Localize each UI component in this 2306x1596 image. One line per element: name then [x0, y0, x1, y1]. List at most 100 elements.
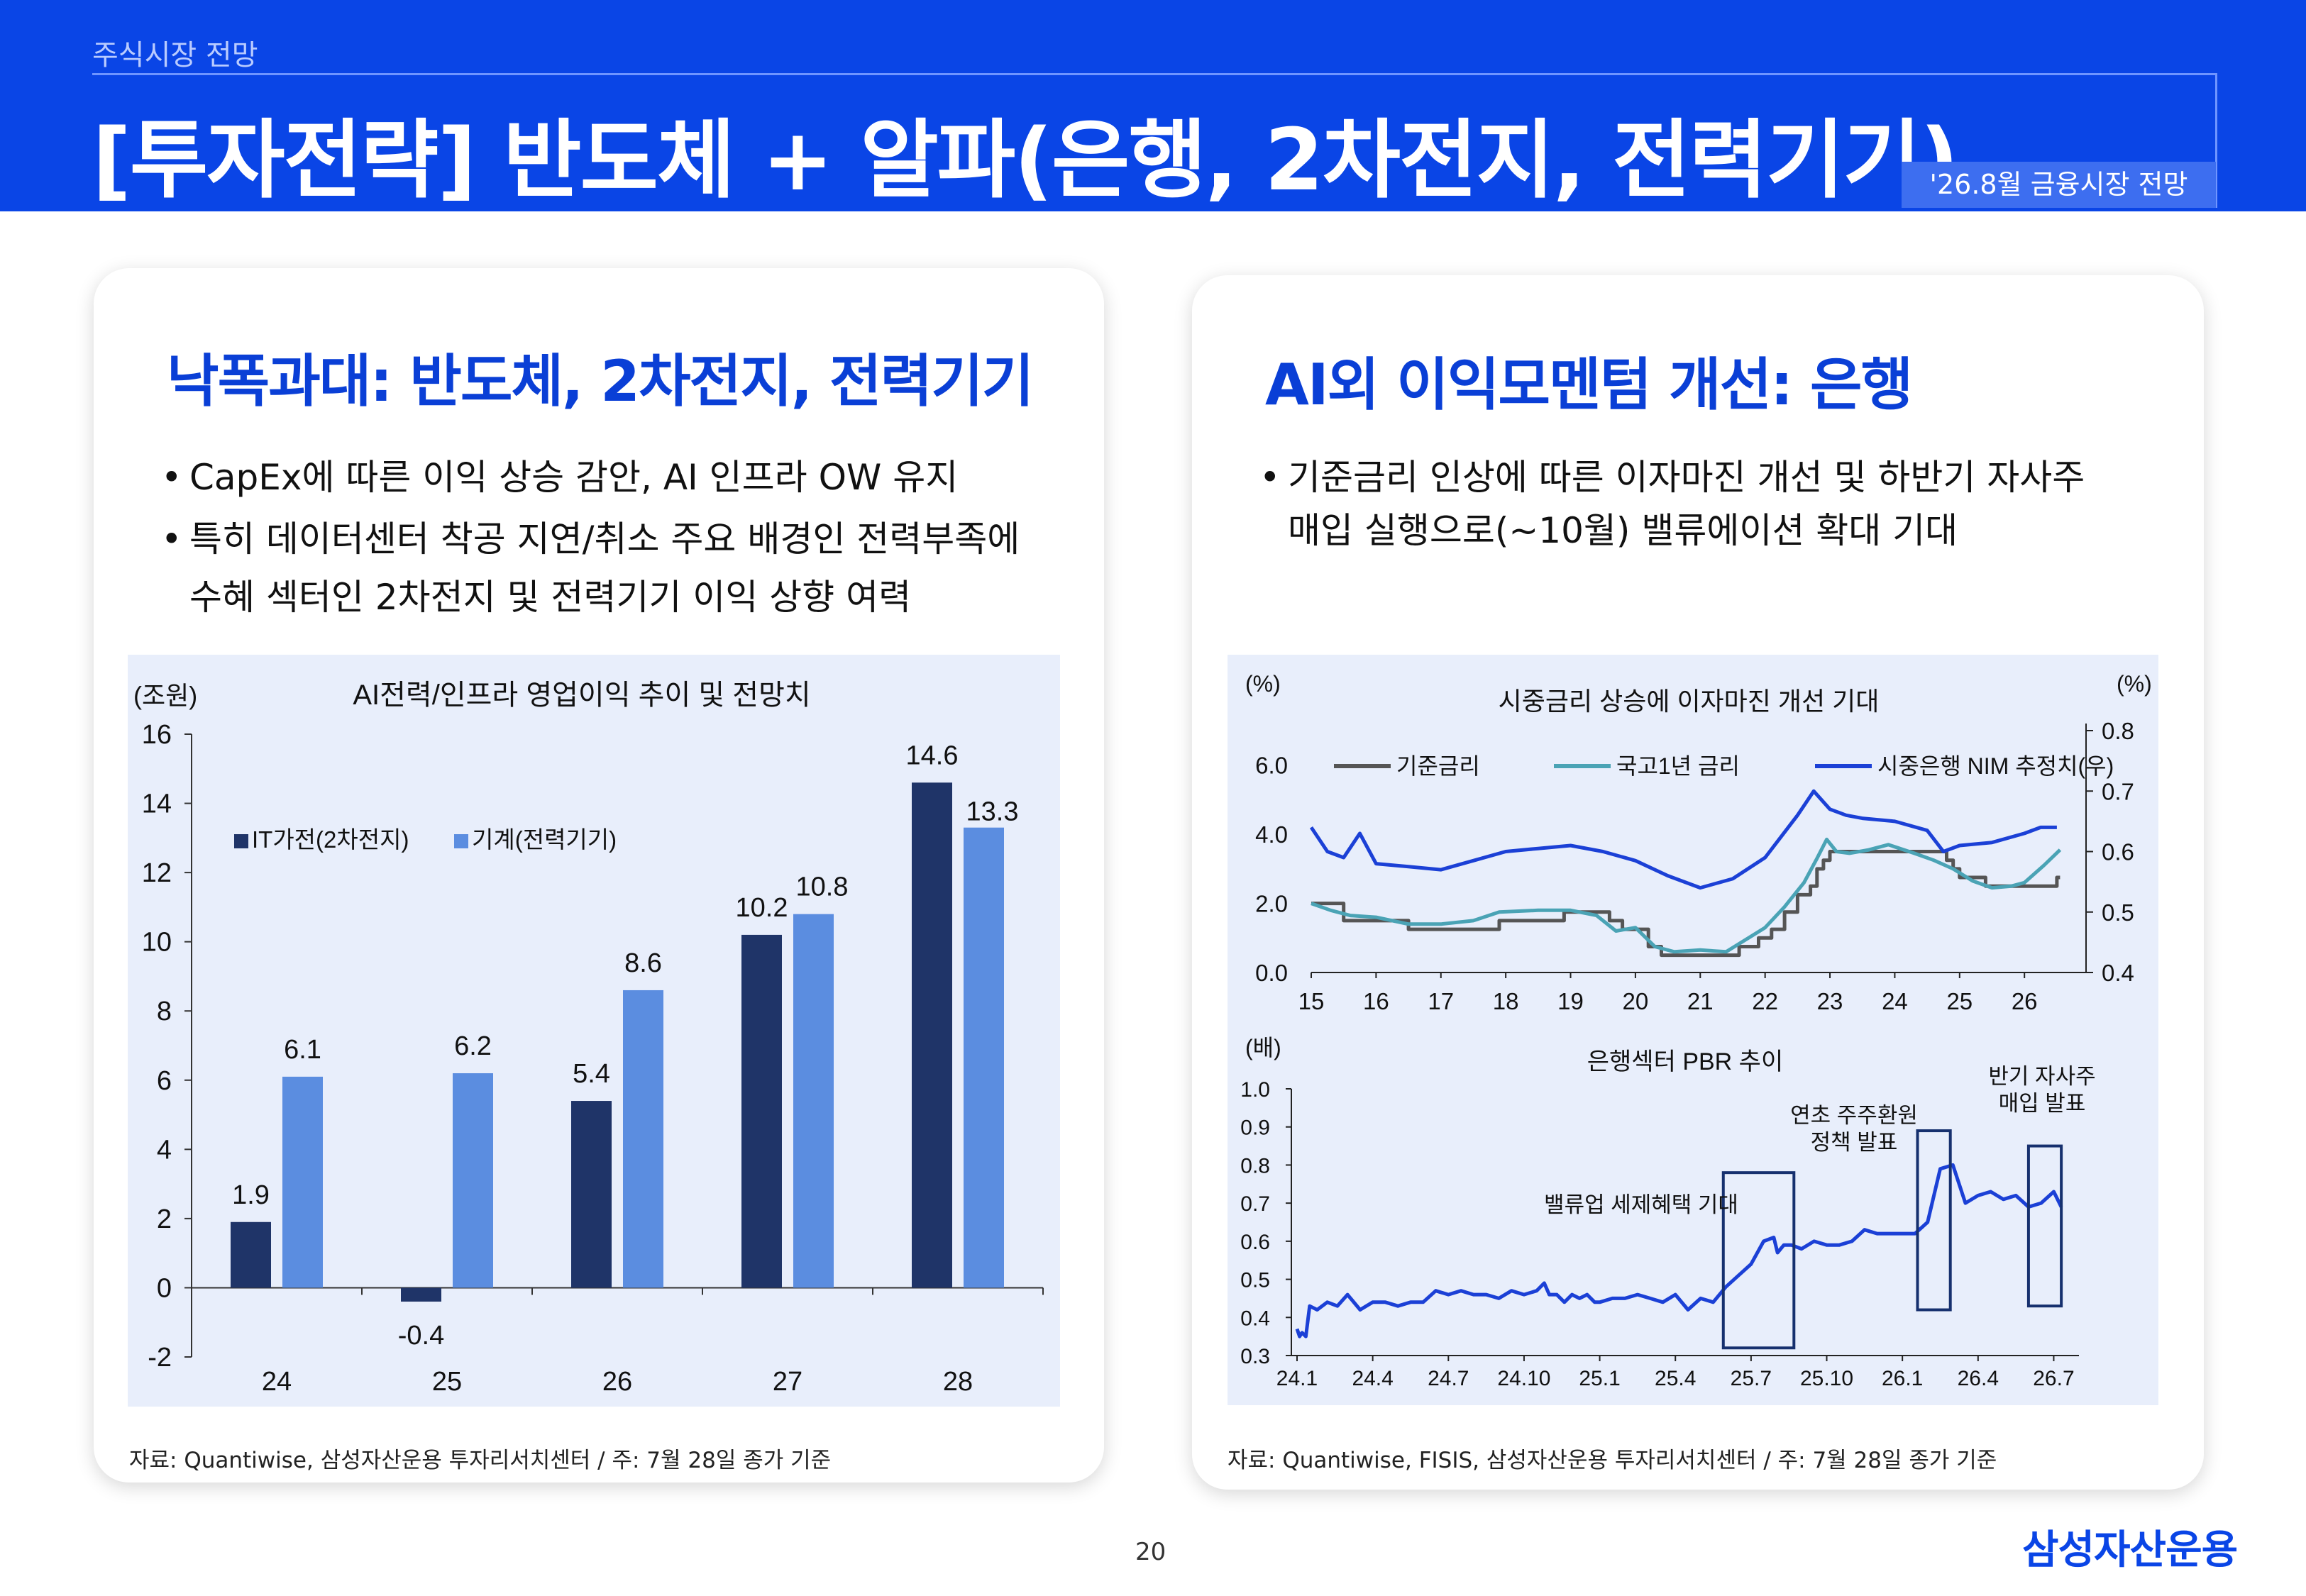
left-y-tick-label: 4.0 [1255, 821, 1288, 848]
x-tick-label: 26 [2012, 988, 2038, 1014]
series-line-base-rate [1311, 850, 2060, 958]
legend-swatch [234, 834, 248, 848]
bank-rate-and-pbr-charts: (%) (%) 시중금리 상승에 이자마진 개선 기대 0.0 2.0 4.0 6.0 0.4… [1240, 671, 2152, 1390]
x-tick-label: 18 [1493, 988, 1519, 1014]
y-tick-label: 2 [157, 1204, 172, 1234]
bullet-dot: • [161, 457, 182, 498]
x-tick-label: 26.7 [2033, 1367, 2074, 1390]
data-label: 8.6 [624, 948, 662, 978]
right-y-tick-label: 0.6 [2102, 839, 2134, 865]
data-label: 10.2 [736, 893, 788, 923]
annotation-box-3 [2026, 1144, 2063, 1308]
bullet-dot: • [161, 519, 182, 560]
data-label: 6.1 [284, 1035, 321, 1065]
y-tick-label: 6 [157, 1066, 172, 1096]
chart-title: 시중금리 상승에 이자마진 개선 기대 [1499, 687, 1880, 716]
right-bullet-1-text: 기준금리 인상에 따른 이자마진 개선 및 하반기 자사주 [1288, 457, 2085, 498]
y-tick-label: 1.0 [1240, 1078, 1270, 1102]
right-bullet-1-cont-text: 매입 실행으로(~10월) 밸류에이션 확대 기대 [1288, 510, 1958, 551]
legend-swatch [454, 834, 468, 848]
operating-profit-bar-chart: (조원) AI전력/인프라 영업이익 추이 및 전망치-2024681012141… [133, 680, 1044, 1397]
data-label: 10.8 [796, 872, 849, 902]
x-tick-label: 24.1 [1276, 1367, 1318, 1390]
bar-it-appliance-27 [741, 934, 782, 1288]
right-y-tick-label: 0.7 [2102, 778, 2134, 804]
x-tick-label: 26 [602, 1367, 632, 1397]
bank-charts-box: (%) (%) 시중금리 상승에 이자마진 개선 기대 0.0 2.0 4.0 6.0 0.4… [1228, 655, 2158, 1405]
date-badge: '26.8월 금융시장 전망 [1902, 162, 2216, 208]
x-tick-label: 15 [1298, 988, 1325, 1014]
legend-label: 국고1년 금리 [1616, 753, 1740, 779]
left-bullet-1-text: CapEx에 따른 이익 상승 감안, AI 인프라 OW 유지 [189, 457, 959, 498]
x-tick-label: 25.4 [1655, 1367, 1696, 1390]
x-tick-label: 23 [1817, 988, 1843, 1014]
x-tick-label: 24.10 [1497, 1367, 1550, 1390]
y-tick-label: 8 [157, 997, 172, 1026]
y-axis-unit: (조원) [133, 681, 197, 710]
chart-title: 은행섹터 PBR 추이 [1587, 1048, 1783, 1075]
left-bullet-1: • CapEx에 따른 이익 상승 감안, AI 인프라 OW 유지 [161, 448, 958, 507]
annotation-line: 반기 자사주 [1988, 1064, 2095, 1089]
data-label: 13.3 [966, 797, 1019, 827]
bar-machinery-26 [623, 990, 663, 1288]
bar-machinery-25 [453, 1073, 493, 1288]
y-tick-label: 16 [142, 720, 172, 750]
y-tick-label: 0 [157, 1273, 172, 1303]
x-tick-label: 25.10 [1800, 1367, 1853, 1390]
brand-logo-text: 삼성자산운용 [2022, 1527, 2238, 1573]
x-tick-label: 25 [432, 1367, 462, 1397]
data-label: -0.4 [398, 1321, 444, 1351]
annotation-line: 연초 주주환원 [1790, 1103, 1918, 1128]
left-bullet-2-cont-text: 수혜 섹터인 2차전지 및 전력기기 이익 상향 여력 [189, 577, 912, 618]
x-tick-label: 19 [1557, 988, 1584, 1014]
right-bullet-1-continued: 매입 실행으로(~10월) 밸류에이션 확대 기대 [1259, 501, 1958, 560]
x-tick-label: 27 [773, 1367, 802, 1397]
bar-it-appliance-24 [231, 1221, 271, 1288]
annotation-shareholder-return: 연초 주주환원 정책 발표 [1790, 1103, 1918, 1155]
annotation-box-2 [1916, 1129, 1952, 1312]
right-axis-unit: (%) [2117, 671, 2152, 697]
x-tick-label: 17 [1428, 988, 1454, 1014]
annotation-buyback: 반기 자사주 매입 발표 [1988, 1064, 2095, 1116]
annotation-box-1 [1721, 1171, 1796, 1350]
y-tick-label: 10 [142, 928, 172, 958]
left-bullet-2-continued: 수혜 섹터인 2차전지 및 전력기기 이익 상향 여력 [161, 567, 911, 627]
legend-label: 기준금리 [1396, 753, 1480, 779]
y-tick-label: 14 [142, 789, 172, 819]
y-axis-unit: (배) [1245, 1035, 1281, 1060]
data-label: 1.9 [232, 1180, 270, 1210]
x-tick-label: 25 [1946, 988, 1973, 1014]
y-tick-label: 0.8 [1240, 1154, 1270, 1177]
left-panel-heading: 낙폭과대: 반도체, 2차전지, 전력기기 [167, 348, 1034, 414]
section-label: 주식시장 전망 [92, 39, 258, 72]
left-source-note: 자료: Quantiwise, 삼성자산운용 투자리서치센터 / 주: 7월 2… [129, 1448, 832, 1473]
chart-title: AI전력/인프라 영업이익 추이 및 전망치 [353, 680, 810, 711]
bar-it-appliance-28 [912, 782, 952, 1288]
y-tick-label: 0.7 [1240, 1192, 1270, 1216]
x-tick-label: 24.7 [1428, 1367, 1469, 1390]
operating-profit-chart-box: (조원) AI전력/인프라 영업이익 추이 및 전망치 -2 0 2 4 6 8 10 12 14 1… [128, 655, 1060, 1407]
x-tick-label: 16 [1363, 988, 1389, 1014]
bar-it-appliance-26 [571, 1101, 612, 1288]
data-label: 14.6 [906, 741, 959, 770]
legend-label: IT가전(2차전지) [252, 826, 409, 853]
bullet-dot: • [1259, 457, 1281, 498]
bar-it-appliance-25 [401, 1287, 441, 1302]
x-tick-label: 20 [1623, 988, 1649, 1014]
left-y-tick-label: 0.0 [1255, 960, 1288, 986]
right-panel: AI외 이익모멘텀 개선: 은행 • 기준금리 인상에 따른 이자마진 개선 및 … [1192, 275, 2204, 1490]
x-tick-label: 24 [262, 1367, 292, 1397]
x-tick-label: 25.7 [1731, 1367, 1772, 1390]
y-tick-label: 0.6 [1240, 1231, 1270, 1254]
y-tick-label: 0.4 [1240, 1307, 1270, 1330]
x-tick-label: 22 [1752, 988, 1778, 1014]
left-panel: 낙폭과대: 반도체, 2차전지, 전력기기 • CapEx에 따른 이익 상승 감… [94, 268, 1104, 1483]
left-y-tick-label: 2.0 [1255, 891, 1288, 917]
bar-machinery-24 [282, 1076, 323, 1288]
x-tick-label: 28 [943, 1367, 973, 1397]
y-tick-label: 0.3 [1240, 1345, 1270, 1368]
left-bullet-2-text: 특히 데이터센터 착공 지연/취소 주요 배경인 전력부족에 [189, 519, 1020, 560]
annotation-line: 정책 발표 [1811, 1130, 1898, 1155]
left-y-tick-label: 6.0 [1255, 753, 1288, 779]
page-title: [투자전략] 반도체 + 알파(은행, 2차전지, 전력기기) [92, 111, 1959, 210]
